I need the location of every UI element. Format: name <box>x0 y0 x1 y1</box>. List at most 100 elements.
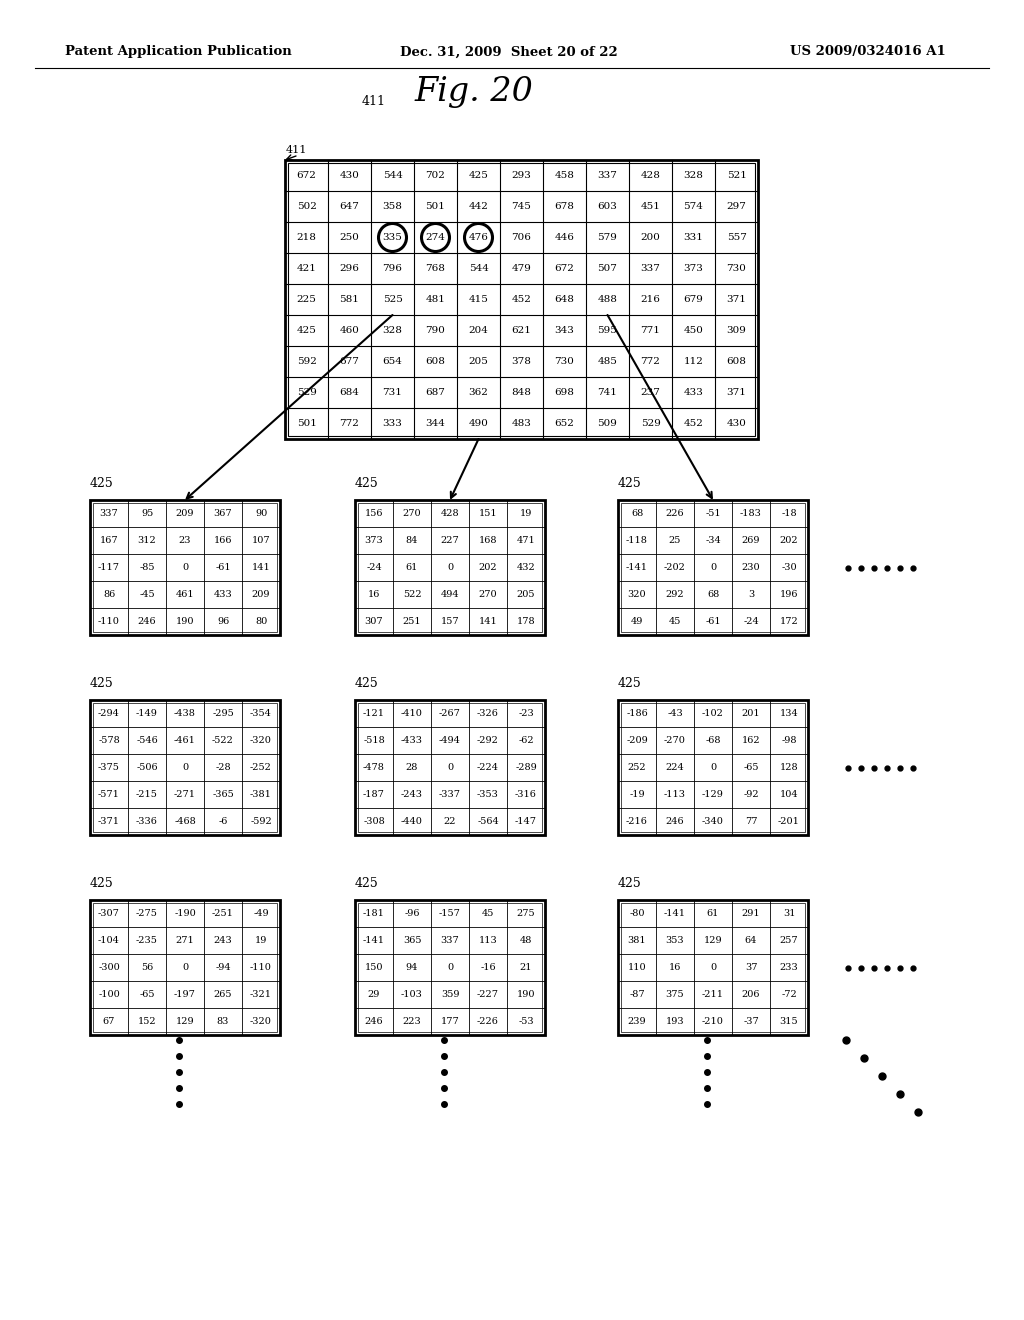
Text: 216: 216 <box>641 294 660 304</box>
Text: 481: 481 <box>426 294 445 304</box>
Text: 525: 525 <box>383 294 402 304</box>
Text: Patent Application Publication: Patent Application Publication <box>65 45 292 58</box>
Text: US 2009/0324016 A1: US 2009/0324016 A1 <box>790 45 946 58</box>
Text: -102: -102 <box>702 709 724 718</box>
Text: -28: -28 <box>215 763 230 772</box>
Text: 772: 772 <box>641 356 660 366</box>
Text: -187: -187 <box>364 789 385 799</box>
Text: 250: 250 <box>340 234 359 242</box>
Text: -92: -92 <box>743 789 759 799</box>
Text: -85: -85 <box>139 564 155 572</box>
Text: 265: 265 <box>214 990 232 999</box>
Text: 328: 328 <box>383 326 402 335</box>
Text: 0: 0 <box>710 964 716 972</box>
Text: 45: 45 <box>669 616 681 626</box>
Text: 95: 95 <box>141 510 154 517</box>
Text: 378: 378 <box>512 356 531 366</box>
Text: 430: 430 <box>340 172 359 180</box>
Text: 483: 483 <box>512 418 531 428</box>
Text: 430: 430 <box>727 418 746 428</box>
Text: 297: 297 <box>727 202 746 211</box>
Text: 19: 19 <box>520 510 532 517</box>
Bar <box>355 700 545 836</box>
Text: -201: -201 <box>778 817 800 826</box>
Text: 113: 113 <box>478 936 498 945</box>
Text: -37: -37 <box>743 1016 759 1026</box>
Text: 270: 270 <box>402 510 421 517</box>
Text: -215: -215 <box>136 789 158 799</box>
Text: 425: 425 <box>355 677 379 690</box>
Text: -353: -353 <box>477 789 499 799</box>
Text: 177: 177 <box>440 1016 460 1026</box>
Text: -43: -43 <box>667 709 683 718</box>
Text: 0: 0 <box>446 564 453 572</box>
Text: 730: 730 <box>727 264 746 273</box>
Text: 544: 544 <box>383 172 402 180</box>
Text: -197: -197 <box>174 990 196 999</box>
Text: 56: 56 <box>141 964 154 972</box>
Text: 702: 702 <box>426 172 445 180</box>
Text: 320: 320 <box>628 590 646 599</box>
Text: 501: 501 <box>426 202 445 211</box>
Text: 494: 494 <box>440 590 460 599</box>
Bar <box>93 704 278 832</box>
Text: 246: 246 <box>137 616 157 626</box>
Text: 337: 337 <box>598 172 617 180</box>
Text: -461: -461 <box>174 737 196 744</box>
Text: 45: 45 <box>482 909 495 917</box>
Text: -141: -141 <box>626 564 648 572</box>
Text: -19: -19 <box>629 789 645 799</box>
Text: 411: 411 <box>286 145 307 154</box>
Text: 128: 128 <box>779 763 799 772</box>
Text: 16: 16 <box>669 964 681 972</box>
Text: 458: 458 <box>555 172 574 180</box>
Text: 292: 292 <box>666 590 684 599</box>
Text: -100: -100 <box>98 990 120 999</box>
Text: -235: -235 <box>136 936 158 945</box>
Text: 201: 201 <box>741 709 760 718</box>
Text: 68: 68 <box>707 590 719 599</box>
Text: 0: 0 <box>446 964 453 972</box>
Text: 141: 141 <box>252 564 270 572</box>
Text: 107: 107 <box>252 536 270 545</box>
Text: 337: 337 <box>440 936 460 945</box>
Text: 461: 461 <box>176 590 195 599</box>
Text: 425: 425 <box>355 876 379 890</box>
Text: 193: 193 <box>666 1016 684 1026</box>
Text: -183: -183 <box>740 510 762 517</box>
Text: 239: 239 <box>628 1016 646 1026</box>
Text: 672: 672 <box>297 172 316 180</box>
Text: 0: 0 <box>182 564 188 572</box>
Bar <box>355 500 545 635</box>
Text: 202: 202 <box>779 536 799 545</box>
Text: -61: -61 <box>215 564 230 572</box>
Text: -96: -96 <box>404 909 420 917</box>
Text: 557: 557 <box>727 234 746 242</box>
Text: -209: -209 <box>626 737 648 744</box>
Text: -340: -340 <box>702 817 724 826</box>
Text: -271: -271 <box>174 789 196 799</box>
Text: 446: 446 <box>555 234 574 242</box>
Text: 365: 365 <box>402 936 421 945</box>
Text: 270: 270 <box>478 590 498 599</box>
Text: -316: -316 <box>515 789 537 799</box>
Text: 209: 209 <box>252 590 270 599</box>
Text: -320: -320 <box>250 1016 272 1026</box>
Text: 521: 521 <box>727 172 746 180</box>
Text: -110: -110 <box>98 616 120 626</box>
Text: 460: 460 <box>340 326 359 335</box>
Text: 206: 206 <box>741 990 760 999</box>
Text: -80: -80 <box>630 909 645 917</box>
Text: -186: -186 <box>626 709 648 718</box>
Text: 96: 96 <box>217 616 229 626</box>
Text: 0: 0 <box>710 564 716 572</box>
Text: 233: 233 <box>779 964 799 972</box>
Text: 687: 687 <box>426 388 445 397</box>
Text: 373: 373 <box>365 536 383 545</box>
Text: 333: 333 <box>383 418 402 428</box>
Text: -24: -24 <box>367 564 382 572</box>
Bar <box>621 503 805 632</box>
Text: 28: 28 <box>406 763 418 772</box>
Text: 83: 83 <box>217 1016 229 1026</box>
Bar <box>90 500 280 635</box>
